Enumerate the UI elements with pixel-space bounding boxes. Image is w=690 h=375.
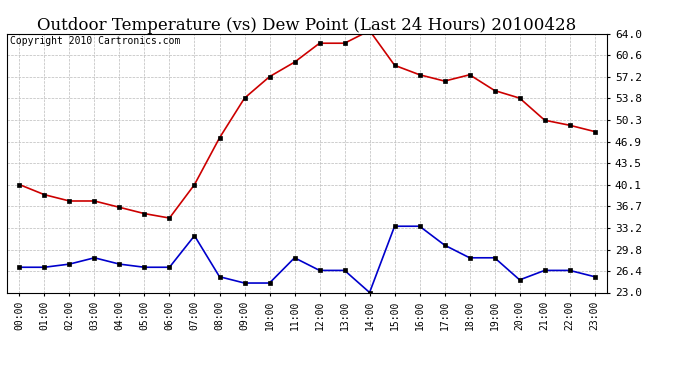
- Text: Copyright 2010 Cartronics.com: Copyright 2010 Cartronics.com: [10, 36, 180, 46]
- Title: Outdoor Temperature (vs) Dew Point (Last 24 Hours) 20100428: Outdoor Temperature (vs) Dew Point (Last…: [37, 16, 577, 34]
